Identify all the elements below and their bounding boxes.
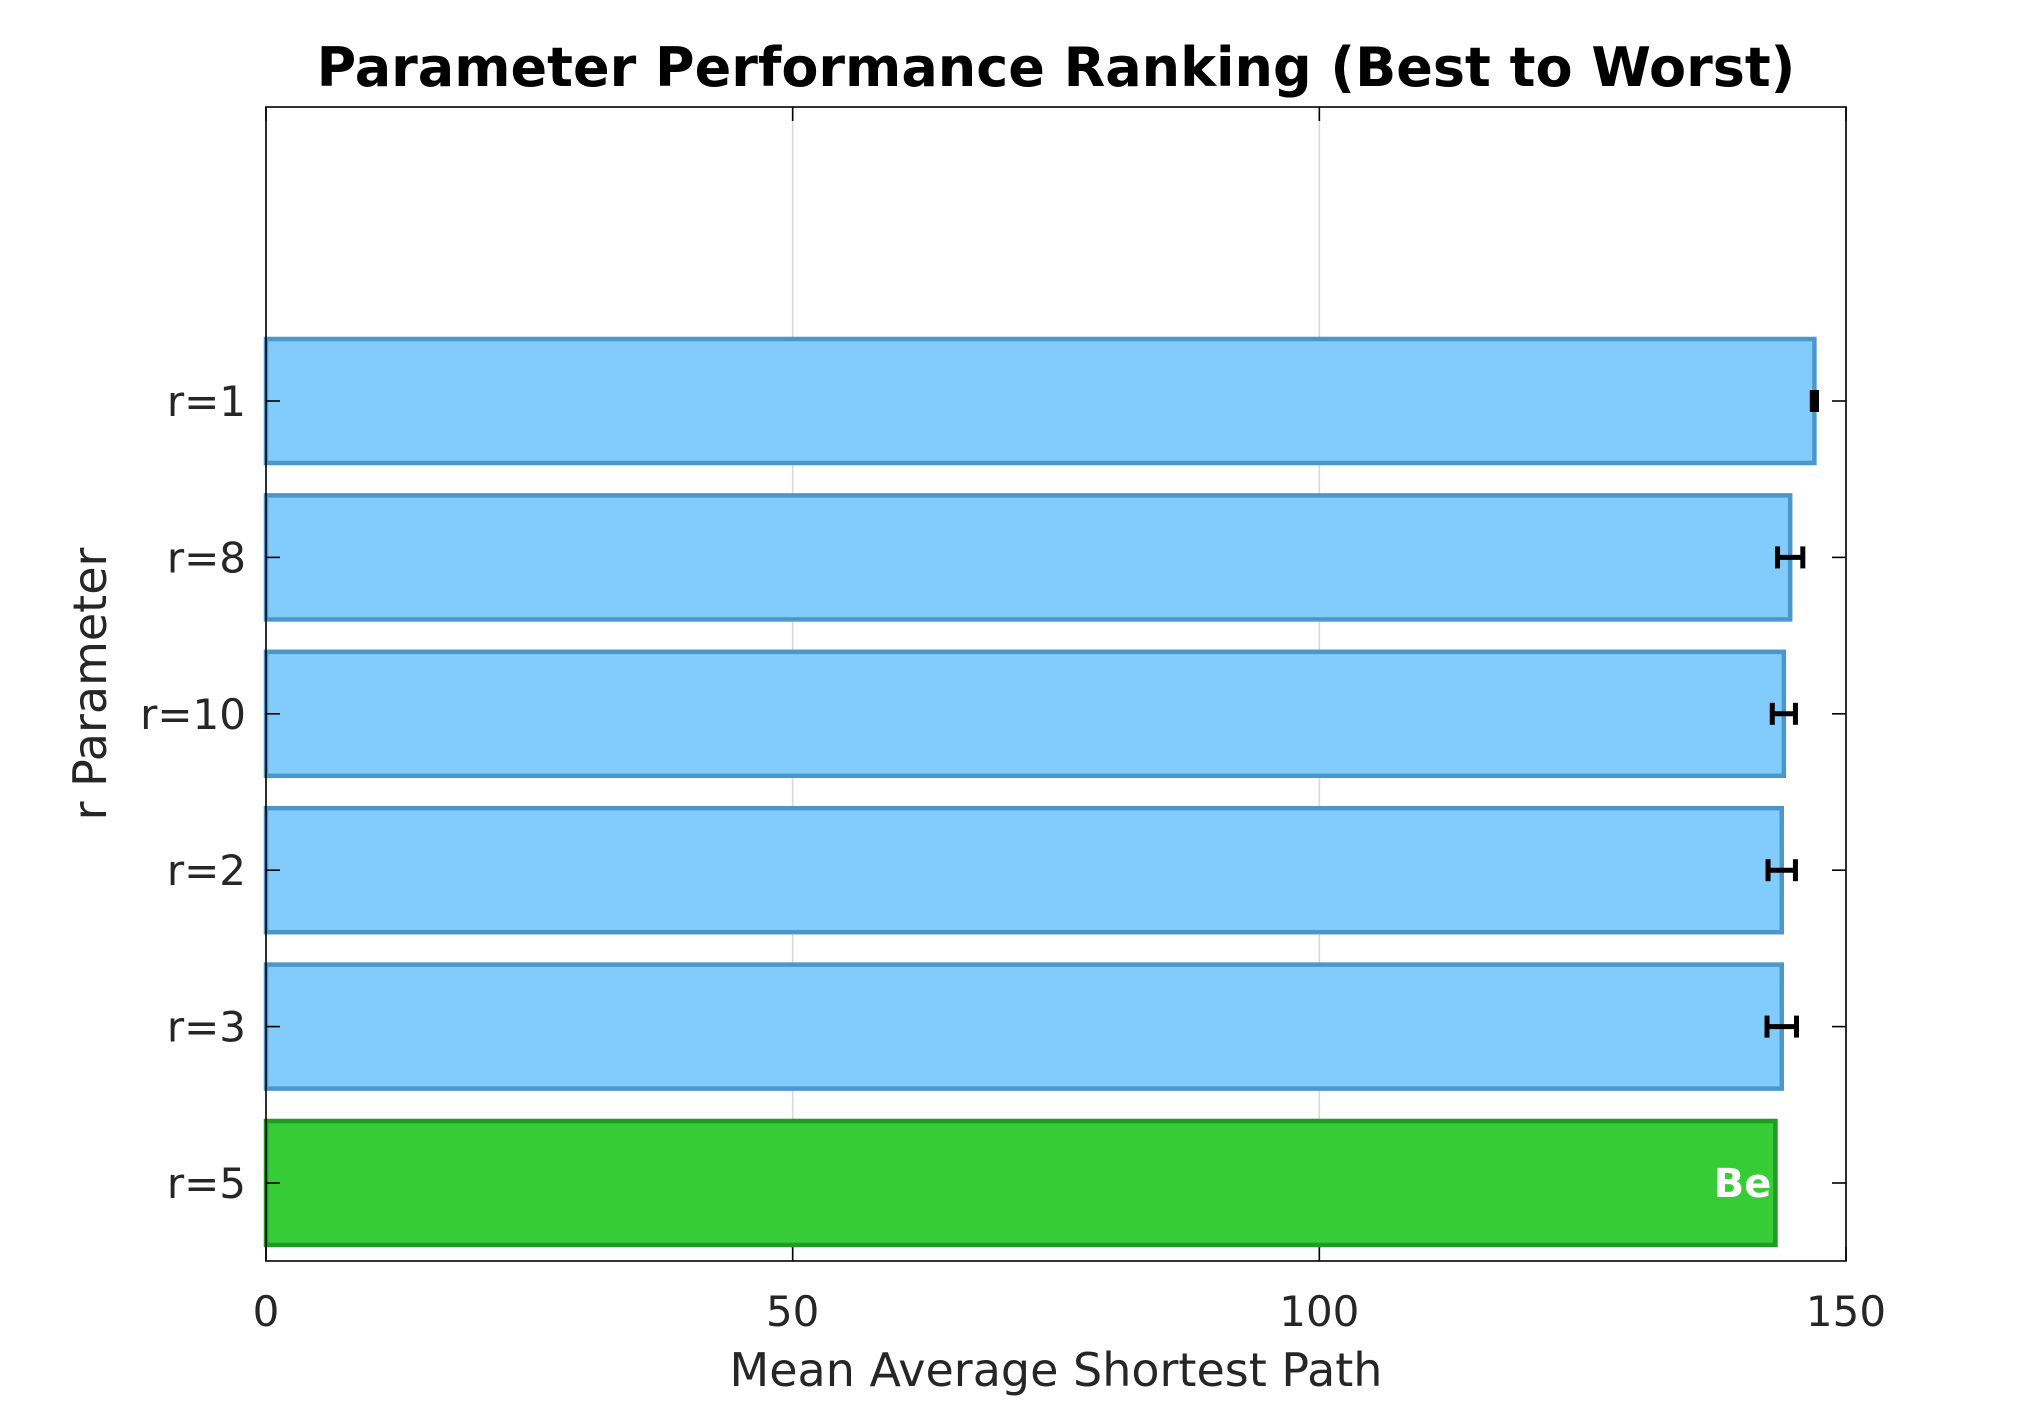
y-tick-label: r=8 bbox=[167, 533, 246, 582]
ticks bbox=[265, 107, 1847, 1261]
chart-title: Parameter Performance Ranking (Best to W… bbox=[317, 36, 1796, 99]
y-tick-label: r=10 bbox=[140, 690, 246, 739]
y-tick-labels: r=1 r=8 r=10 r=2 r=3 r=5 bbox=[140, 377, 246, 1208]
y-tick-label: r=1 bbox=[167, 377, 246, 426]
bar bbox=[263, 649, 1787, 779]
bar-best bbox=[263, 1118, 1778, 1248]
y-tick-label: r=2 bbox=[167, 846, 246, 895]
x-tick-label: 100 bbox=[1279, 1287, 1359, 1336]
bars bbox=[263, 336, 1817, 1248]
y-tick-label: r=5 bbox=[167, 1159, 246, 1208]
y-tick-label: r=3 bbox=[167, 1003, 246, 1052]
x-tick-label: 0 bbox=[253, 1287, 280, 1336]
plot-frame bbox=[265, 106, 1847, 1262]
bar bbox=[263, 805, 1784, 935]
x-tick-label: 150 bbox=[1806, 1287, 1886, 1336]
y-axis-label: r Parameter bbox=[63, 547, 117, 820]
annotations: Be bbox=[1714, 1161, 1772, 1207]
error-bars bbox=[1764, 390, 1820, 1038]
bar bbox=[263, 493, 1793, 622]
x-tick-labels: 0 50 100 150 bbox=[253, 1287, 1886, 1336]
x-axis-label: Mean Average Shortest Path bbox=[730, 1343, 1383, 1397]
bar bbox=[263, 336, 1817, 466]
bar bbox=[263, 962, 1784, 1091]
x-tick-label: 50 bbox=[766, 1287, 819, 1336]
best-label: Be bbox=[1714, 1161, 1772, 1207]
